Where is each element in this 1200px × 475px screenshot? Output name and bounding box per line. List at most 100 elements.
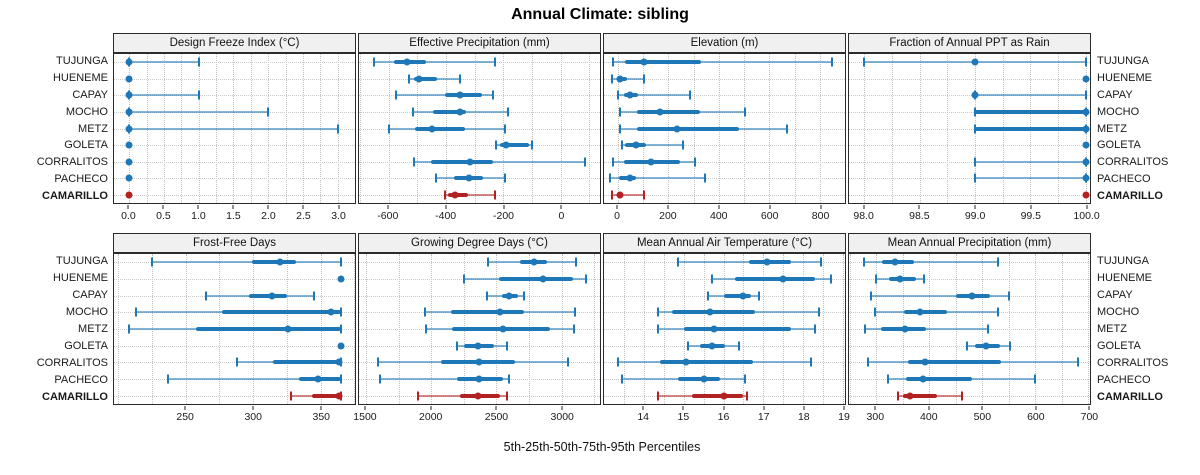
whisker-line	[129, 127, 338, 130]
median-dot	[1082, 75, 1090, 83]
iqr-bar	[222, 310, 341, 315]
median-dot	[1082, 125, 1090, 132]
median-dot	[465, 174, 473, 182]
whisker-cap-high	[643, 74, 646, 84]
whisker-cap-high	[531, 140, 533, 150]
whisker-cap-high	[643, 190, 646, 200]
iqr-bar	[312, 393, 341, 398]
whisker-cap-low	[434, 173, 437, 183]
row-label-left-mocho: MOCHO	[65, 105, 108, 118]
chart-title: Annual Climate: sibling	[511, 6, 689, 23]
row-label-left-corralitos: CORRALITOS	[36, 156, 108, 169]
median-dot	[1082, 174, 1090, 182]
row-label-right-mocho: MOCHO	[1097, 105, 1140, 118]
row-label-left-pacheco: PACHECO	[54, 172, 108, 185]
whisker-cap-high	[997, 257, 1000, 267]
plot-area-mean-annual-air-temperature-c	[603, 253, 846, 405]
row-label-left-hueneme: HUENEME	[52, 72, 108, 85]
tick-mark	[642, 406, 644, 410]
tick-label: 800	[811, 210, 830, 222]
whisker-cap-low	[676, 257, 679, 267]
median-dot	[921, 358, 929, 366]
median-dot	[896, 275, 904, 283]
iqr-bar	[273, 360, 341, 365]
whisker-line	[617, 94, 690, 97]
median-dot	[335, 358, 343, 366]
tick-label: 600	[1027, 411, 1045, 423]
panel-header-effective-precipitation-mm: Effective Precipitation (mm)	[358, 33, 601, 53]
median-dot	[906, 392, 913, 400]
grid-line-h	[359, 78, 600, 80]
row-label-right-hueneme: HUENEME	[1097, 272, 1153, 285]
row-label-left-tujunga: TUJUNGA	[56, 255, 108, 268]
grid-line-h	[114, 78, 355, 80]
whisker-cap-high	[336, 124, 339, 133]
median-dot	[779, 275, 787, 283]
whisker-cap-low	[869, 291, 872, 301]
tick-mark	[667, 205, 669, 209]
whisker-cap-low	[620, 374, 623, 384]
whisker-cap-low	[611, 157, 614, 167]
grid-line-h	[604, 178, 845, 180]
whisker-cap-low	[620, 140, 623, 150]
grid-line-h	[114, 345, 355, 347]
tick-mark	[560, 205, 562, 209]
grid-line-h	[359, 262, 600, 264]
median-dot	[706, 308, 714, 316]
tick-mark	[820, 205, 822, 209]
median-dot	[1082, 158, 1090, 166]
whisker-cap-low	[656, 324, 659, 334]
whisker-cap-low	[134, 307, 137, 317]
whisker-cap-low	[875, 274, 878, 284]
whisker-cap-low	[407, 74, 410, 84]
whisker-cap-high	[584, 157, 587, 167]
median-dot	[1082, 191, 1090, 199]
iqr-bar	[683, 327, 792, 331]
median-dot	[656, 108, 664, 116]
iqr-bar	[625, 60, 702, 65]
tick-mark	[503, 205, 504, 209]
whisker-line	[374, 61, 495, 64]
whisker-line	[677, 261, 822, 264]
iqr-bar	[905, 376, 972, 381]
tick-mark	[1088, 406, 1090, 410]
row-label-left-goleta: GOLETA	[64, 339, 108, 352]
whisker-cap-high	[493, 190, 496, 200]
tick-label: 0	[614, 210, 620, 222]
median-dot	[125, 141, 133, 149]
grid-line-h	[604, 194, 845, 196]
percentile-legend-note: 5th-25th-50th-75th-95th Percentiles	[503, 440, 701, 454]
tick-mark	[843, 406, 845, 410]
whisker-cap-low	[863, 57, 866, 67]
tick-label: 18	[797, 411, 810, 423]
median-dot	[475, 358, 483, 366]
whisker-cap-high	[818, 307, 821, 317]
tick-label: 300	[244, 411, 262, 423]
iqr-bar	[196, 327, 341, 331]
tick-mark	[162, 205, 164, 209]
whisker-cap-high	[1034, 374, 1037, 384]
tick-mark	[723, 406, 724, 410]
row-label-right-camarillo: CAMARILLO	[1097, 390, 1163, 403]
panel-header-frost-free-days: Frost-Free Days	[113, 233, 356, 253]
whisker-cap-low	[413, 157, 416, 167]
whisker-cap-low	[610, 74, 613, 84]
row-label-right-tujunga: TUJUNGA	[1097, 55, 1149, 68]
axis-strip-growing-degree-days-c: 1500 2000 2500 3000	[353, 406, 601, 424]
whisker-cap-high	[703, 173, 706, 183]
whisker-line	[129, 61, 199, 64]
median-dot	[673, 125, 681, 132]
axis-strip-mean-annual-air-temperature-c: 14 15 16 17 18 19	[603, 406, 850, 424]
median-dot	[539, 275, 547, 283]
whisker-cap-low	[462, 274, 465, 284]
tick-mark	[803, 406, 805, 410]
tick-label: 99.0	[964, 210, 986, 222]
tick-mark	[769, 205, 771, 209]
whisker-cap-high	[688, 90, 691, 100]
whisker-cap-low	[376, 357, 379, 367]
whisker-cap-low	[896, 391, 899, 401]
median-dot	[616, 191, 624, 199]
median-dot	[505, 292, 513, 300]
median-dot	[125, 108, 133, 116]
grid-line-h	[114, 161, 355, 163]
